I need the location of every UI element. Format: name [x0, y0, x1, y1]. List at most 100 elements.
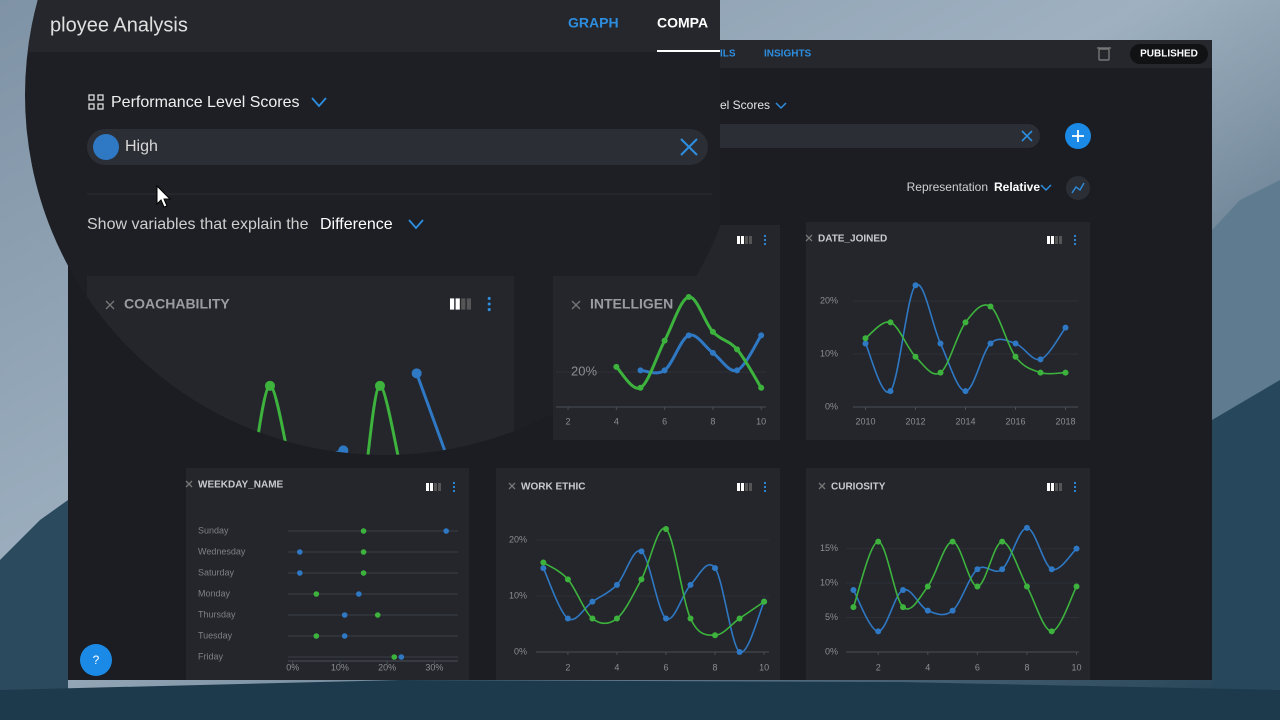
- representation-value[interactable]: Relative: [994, 180, 1040, 194]
- variable-icon: [105, 300, 115, 310]
- data-point: [900, 586, 907, 593]
- menu-dot[interactable]: [1073, 242, 1077, 246]
- data-point: [589, 598, 596, 605]
- menu-dot[interactable]: [487, 302, 491, 306]
- chip-swatch: [93, 134, 119, 160]
- menu-dot[interactable]: [1073, 234, 1077, 238]
- y-tick-label: 10%: [820, 577, 838, 587]
- x-tick-label: 2018: [1055, 416, 1075, 426]
- data-point: [687, 581, 694, 588]
- chart-toggle[interactable]: [1066, 176, 1090, 200]
- app-title: ployee Analysis: [50, 14, 188, 36]
- data-point: [360, 549, 367, 555]
- data-point: [356, 591, 362, 597]
- tab[interactable]: ILS: [720, 49, 736, 60]
- data-point: [924, 607, 931, 614]
- data-point: [912, 282, 919, 289]
- dropdown-icon[interactable]: [311, 97, 327, 108]
- data-point: [862, 335, 869, 342]
- menu-dot[interactable]: [763, 234, 767, 238]
- dropdown-icon[interactable]: [1040, 184, 1052, 192]
- data-point: [374, 612, 381, 618]
- category-label: Friday: [198, 651, 224, 661]
- data-point: [900, 604, 907, 611]
- data-point: [613, 363, 620, 370]
- data-point: [987, 340, 994, 347]
- delete-button[interactable]: [1097, 47, 1111, 61]
- add-button[interactable]: [1065, 123, 1091, 149]
- data-point: [1062, 369, 1069, 376]
- data-point: [1037, 369, 1044, 376]
- y-tick-label: 15%: [820, 543, 838, 553]
- menu-dot[interactable]: [452, 489, 456, 493]
- bar-indicator: [741, 483, 744, 491]
- data-point: [411, 368, 422, 379]
- data-point: [391, 654, 398, 660]
- y-tick-label: 0%: [825, 401, 838, 411]
- data-point: [736, 649, 743, 655]
- representation-label: Representation: [907, 180, 988, 194]
- chart-panel: [186, 468, 469, 680]
- data-point: [1023, 524, 1030, 531]
- menu-dot[interactable]: [763, 489, 767, 493]
- bar-indicator: [749, 483, 752, 491]
- bar-indicator: [426, 483, 429, 491]
- data-point: [734, 367, 741, 374]
- bar-indicator: [1055, 236, 1058, 244]
- menu-dot[interactable]: [763, 238, 767, 242]
- x-tick-label: 6: [662, 416, 667, 426]
- x-tick-label: 30%: [425, 662, 443, 672]
- data-point: [1012, 353, 1019, 360]
- category-label: Saturday: [198, 567, 235, 577]
- variable-icon: [805, 234, 813, 242]
- clear-button[interactable]: [1021, 130, 1033, 142]
- menu-dot[interactable]: [763, 242, 767, 246]
- menu-dot[interactable]: [452, 485, 456, 489]
- menu-dot[interactable]: [763, 481, 767, 485]
- help-button[interactable]: ?: [80, 644, 112, 676]
- published-button[interactable]: [1130, 44, 1208, 64]
- data-point: [1062, 324, 1069, 331]
- tab[interactable]: INSIGHTS: [764, 49, 812, 60]
- tab-active[interactable]: COMPA: [657, 15, 708, 31]
- data-point: [685, 293, 692, 300]
- menu-dot[interactable]: [452, 481, 456, 485]
- chart-title: WEEKDAY_NAME: [198, 480, 284, 491]
- data-point: [687, 615, 694, 622]
- data-point: [589, 615, 596, 622]
- y-tick-label: 20%: [820, 296, 838, 306]
- data-point: [1048, 628, 1055, 635]
- data-point: [709, 349, 716, 356]
- data-point: [1012, 340, 1019, 347]
- dropdown-icon[interactable]: [775, 102, 787, 110]
- x-tick-label: 0%: [286, 662, 299, 672]
- category-label: Thursday: [198, 609, 236, 619]
- menu-dot[interactable]: [1073, 485, 1077, 489]
- menu-dot[interactable]: [487, 296, 491, 300]
- series-line: [852, 540, 1078, 633]
- data-point: [924, 583, 931, 590]
- dropdown-icon[interactable]: [408, 219, 424, 230]
- x-tick-label: 10: [759, 662, 769, 672]
- explain-value[interactable]: Difference: [320, 216, 393, 233]
- menu-dot[interactable]: [487, 308, 491, 312]
- data-point: [360, 570, 367, 576]
- x-tick-label: 4: [925, 662, 930, 672]
- menu-dot[interactable]: [1073, 489, 1077, 493]
- menu-dot[interactable]: [763, 485, 767, 489]
- chart-panel: [496, 468, 780, 680]
- data-point: [709, 328, 716, 335]
- tab[interactable]: GRAPH: [568, 15, 619, 31]
- menu-dot[interactable]: [1073, 238, 1077, 242]
- x-tick-label: 4: [614, 662, 619, 672]
- magnified-content: ployee Analysis GRAPH COMPA Performance …: [50, 14, 720, 455]
- data-point: [758, 384, 765, 391]
- data-point: [987, 303, 994, 310]
- menu-dot[interactable]: [1073, 481, 1077, 485]
- bar-indicator: [1047, 236, 1050, 244]
- help-label: ?: [93, 653, 100, 667]
- variable-selector[interactable]: Performance Level Scores: [111, 94, 300, 111]
- bar-indicator: [737, 236, 740, 244]
- chip-remove[interactable]: [680, 138, 698, 156]
